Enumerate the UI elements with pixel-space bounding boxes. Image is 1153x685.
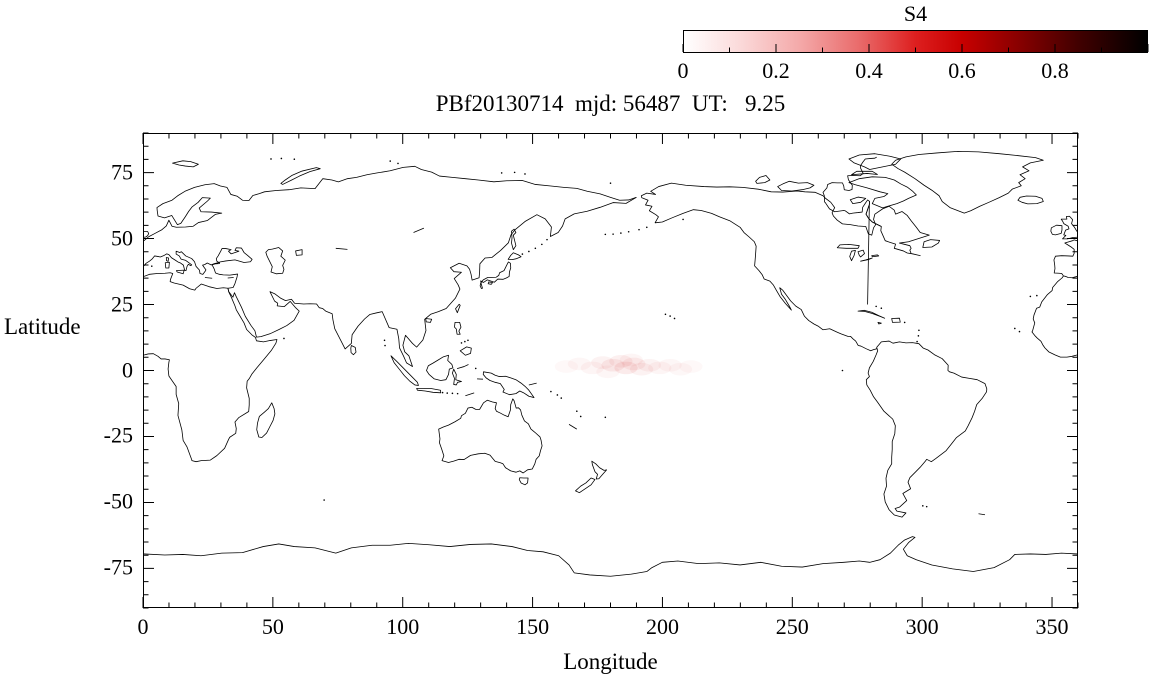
y-tick-label: 25 [111, 290, 133, 316]
x-tick-label: 50 [261, 614, 284, 639]
y-axis-title: Latitude [4, 314, 81, 339]
x-tick-label: 0 [137, 614, 149, 639]
colorbar-tick-label: 0.8 [1041, 58, 1069, 83]
s4-data-points [567, 353, 702, 379]
figure-title: PBf20130714 mjd: 56487 UT: 9.25 [435, 91, 786, 116]
small-islands-dots [152, 158, 1037, 506]
colorbar-tick-label: 0.6 [948, 58, 976, 83]
colorbar-tick-label: 0 [677, 58, 689, 83]
y-tick-label: 0 [122, 356, 133, 382]
y-tick-label: -50 [103, 488, 133, 514]
colorbar-gradient [683, 30, 1148, 53]
x-axis-title: Longitude [563, 649, 658, 674]
map-plot-area [143, 133, 1078, 608]
colorbar-tick-label: 0.4 [855, 58, 883, 83]
y-tick-label: -75 [103, 554, 133, 580]
x-tick-label: 250 [775, 614, 809, 639]
x-tick-label: 200 [645, 614, 679, 639]
world-coastline-map [144, 134, 1077, 607]
y-tick-label: -25 [103, 422, 133, 448]
y-tick-label: 75 [111, 159, 133, 185]
colorbar-tick-label: 0.2 [762, 58, 790, 83]
x-tick-label: 150 [516, 614, 550, 639]
x-tick-label: 100 [386, 614, 420, 639]
colorbar-title: S4 [903, 1, 928, 26]
y-tick-label: 50 [111, 225, 133, 251]
x-tick-label: 350 [1035, 614, 1069, 639]
x-tick-label: 300 [905, 614, 939, 639]
s4-point [679, 360, 702, 373]
